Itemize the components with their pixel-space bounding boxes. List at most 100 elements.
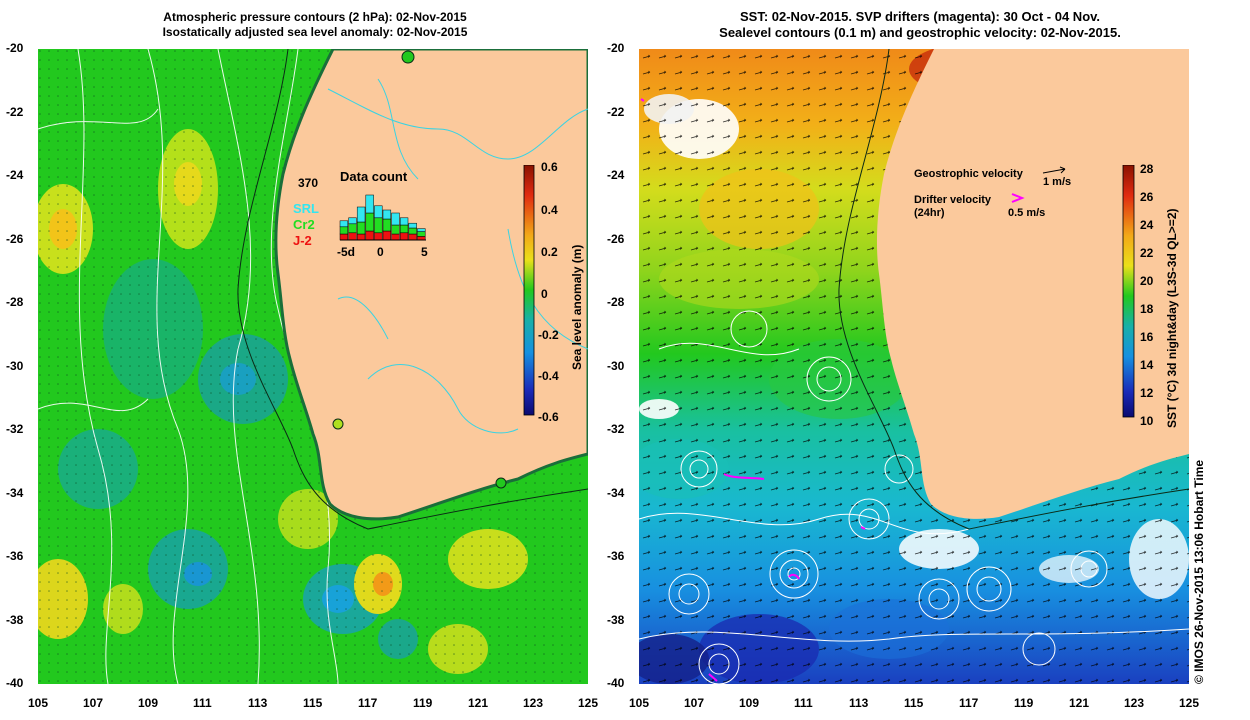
lon-tick-label: 105 <box>629 696 650 710</box>
inset-x-tick: -5d <box>337 245 355 259</box>
lon-tick-label: 109 <box>739 696 760 710</box>
inset-bar-j2 <box>391 233 400 241</box>
lat-tick-label: -28 <box>6 295 24 309</box>
inset-max-label: 370 <box>298 176 318 190</box>
sla-colorbar-tick: 0 <box>541 287 548 301</box>
lon-tick-label: 125 <box>578 696 599 710</box>
sst-colorbar-tick: 10 <box>1140 414 1154 428</box>
lat-tick-label: -30 <box>607 358 625 373</box>
inset-bar-j2 <box>408 233 417 241</box>
sla-colorbar <box>523 165 535 416</box>
inset-bar-cr2 <box>417 231 426 237</box>
inset-bar-srl <box>365 194 374 214</box>
inset-bar-j2 <box>417 236 426 241</box>
lon-tick-label: 109 <box>138 696 159 710</box>
inset-legend-cr2: Cr2 <box>293 217 315 232</box>
lon-tick-label: 111 <box>794 696 813 710</box>
sst-map-graphic: Geostrophic velocity 1 m/s Drifter veloc… <box>639 49 1189 684</box>
lat-tick-label: -26 <box>6 231 24 246</box>
lat-tick-label: -36 <box>6 549 24 563</box>
drifter-scale-label: 0.5 m/s <box>1008 207 1045 219</box>
sla-colorbar-tick: 0.6 <box>541 160 558 174</box>
lon-tick-label: 105 <box>28 696 49 710</box>
inset-bar-j2 <box>348 232 357 241</box>
inset-bar-cr2 <box>408 227 417 235</box>
lat-tick-label: -24 <box>6 168 24 182</box>
inset-bar-srl <box>399 217 409 226</box>
lat-tick-label: -40 <box>607 676 625 690</box>
tide-gauge-marker <box>401 50 415 64</box>
inset-legend-srl: SRL <box>293 201 319 216</box>
lon-tick-label: 123 <box>1124 696 1145 710</box>
lon-tick-label: 123 <box>523 696 544 710</box>
left-title-line2: Isostatically adjusted sea level anomaly… <box>162 25 468 39</box>
drifter-velocity-sublabel: (24hr) <box>914 207 945 219</box>
sst-map: Geostrophic velocity 1 m/s Drifter veloc… <box>639 49 1189 684</box>
lat-tick-label: -32 <box>6 422 24 436</box>
lon-tick-label: 111 <box>193 696 212 710</box>
lat-tick-label: -20 <box>6 41 24 55</box>
inset-bar-cr2 <box>382 218 392 232</box>
sst-colorbar-tick: 12 <box>1140 386 1154 400</box>
lon-tick-label: 115 <box>303 696 323 710</box>
left-map-title: Atmospheric pressure contours (2 hPa): 0… <box>60 10 570 40</box>
lon-tick-label: 119 <box>413 696 433 710</box>
inset-bar-srl <box>348 217 357 225</box>
sla-colorbar-tick: 0.2 <box>541 245 558 259</box>
sst-colorbar-tick: 20 <box>1140 274 1154 288</box>
inset-bar-cr2 <box>356 221 366 235</box>
geostrophic-scale-label: 1 m/s <box>1043 176 1071 188</box>
inset-bar-j2 <box>356 233 366 241</box>
right-title-line1: SST: 02-Nov-2015. SVP drifters (magenta)… <box>739 9 1101 24</box>
right-map-title: SST: 02-Nov-2015. SVP drifters (magenta)… <box>640 9 1200 41</box>
inset-bar-cr2 <box>374 217 383 234</box>
sst-colorbar-tick: 14 <box>1140 358 1154 372</box>
inset-bar-j2 <box>374 232 383 241</box>
tide-gauge-marker <box>332 418 344 430</box>
lat-tick-label: -22 <box>607 104 625 119</box>
inset-title: Data count <box>340 169 408 184</box>
lon-tick-label: 117 <box>358 696 378 710</box>
lat-tick-label: -34 <box>6 485 24 500</box>
inset-x-tick: 0 <box>377 245 384 259</box>
inset-bar-j2 <box>365 230 374 241</box>
lat-tick-label: -24 <box>607 168 625 182</box>
sst-colorbar-tick: 26 <box>1140 190 1154 204</box>
tide-gauge-marker <box>495 477 507 489</box>
sla-colorbar-tick: -0.6 <box>538 410 559 424</box>
inset-bar-srl <box>374 205 383 219</box>
lon-tick-label: 107 <box>83 696 104 710</box>
lon-tick-label: 119 <box>1014 696 1034 710</box>
inset-bar-srl <box>408 222 417 229</box>
sst-colorbar <box>1122 165 1135 418</box>
sla-colorbar-tick: -0.4 <box>538 369 559 383</box>
lon-tick-label: 121 <box>468 696 489 710</box>
lon-tick-label: 115 <box>904 696 924 710</box>
sla-colorbar-tick: 0.4 <box>541 203 558 217</box>
svp-drifter-tracks <box>640 98 866 682</box>
sst-colorbar-tick: 22 <box>1140 246 1154 260</box>
inset-bar-j2 <box>399 232 409 241</box>
lat-tick-label: -40 <box>6 676 24 690</box>
left-title-line1: Atmospheric pressure contours (2 hPa): 0… <box>163 10 467 24</box>
inset-bar-srl <box>391 212 400 226</box>
lon-tick-label: 121 <box>1069 696 1090 710</box>
inset-bar-cr2 <box>365 212 374 232</box>
lat-tick-label: -26 <box>607 231 625 246</box>
copyright-notice: © IMOS 26-Nov-2015 13:06 Hobart Time <box>1192 459 1206 684</box>
australia-land <box>876 49 1189 519</box>
inset-bar-cr2 <box>391 224 400 235</box>
sst-colorbar-tick: 16 <box>1140 330 1154 344</box>
inset-bar-srl <box>417 228 426 232</box>
inset-legend-j-2: J-2 <box>293 233 312 248</box>
inset-bar-j2 <box>382 230 392 241</box>
lon-tick-label: 107 <box>684 696 705 710</box>
sst-colorbar-tick: 24 <box>1140 218 1154 232</box>
inset-bar-srl <box>382 209 392 220</box>
geostrophic-velocity-label: Geostrophic velocity <box>914 168 1024 180</box>
right-title-line2: Sealevel contours (0.1 m) and geostrophi… <box>719 25 1121 40</box>
lat-tick-label: -32 <box>607 422 625 436</box>
inset-bar-cr2 <box>348 223 357 234</box>
australia-land <box>274 49 588 521</box>
